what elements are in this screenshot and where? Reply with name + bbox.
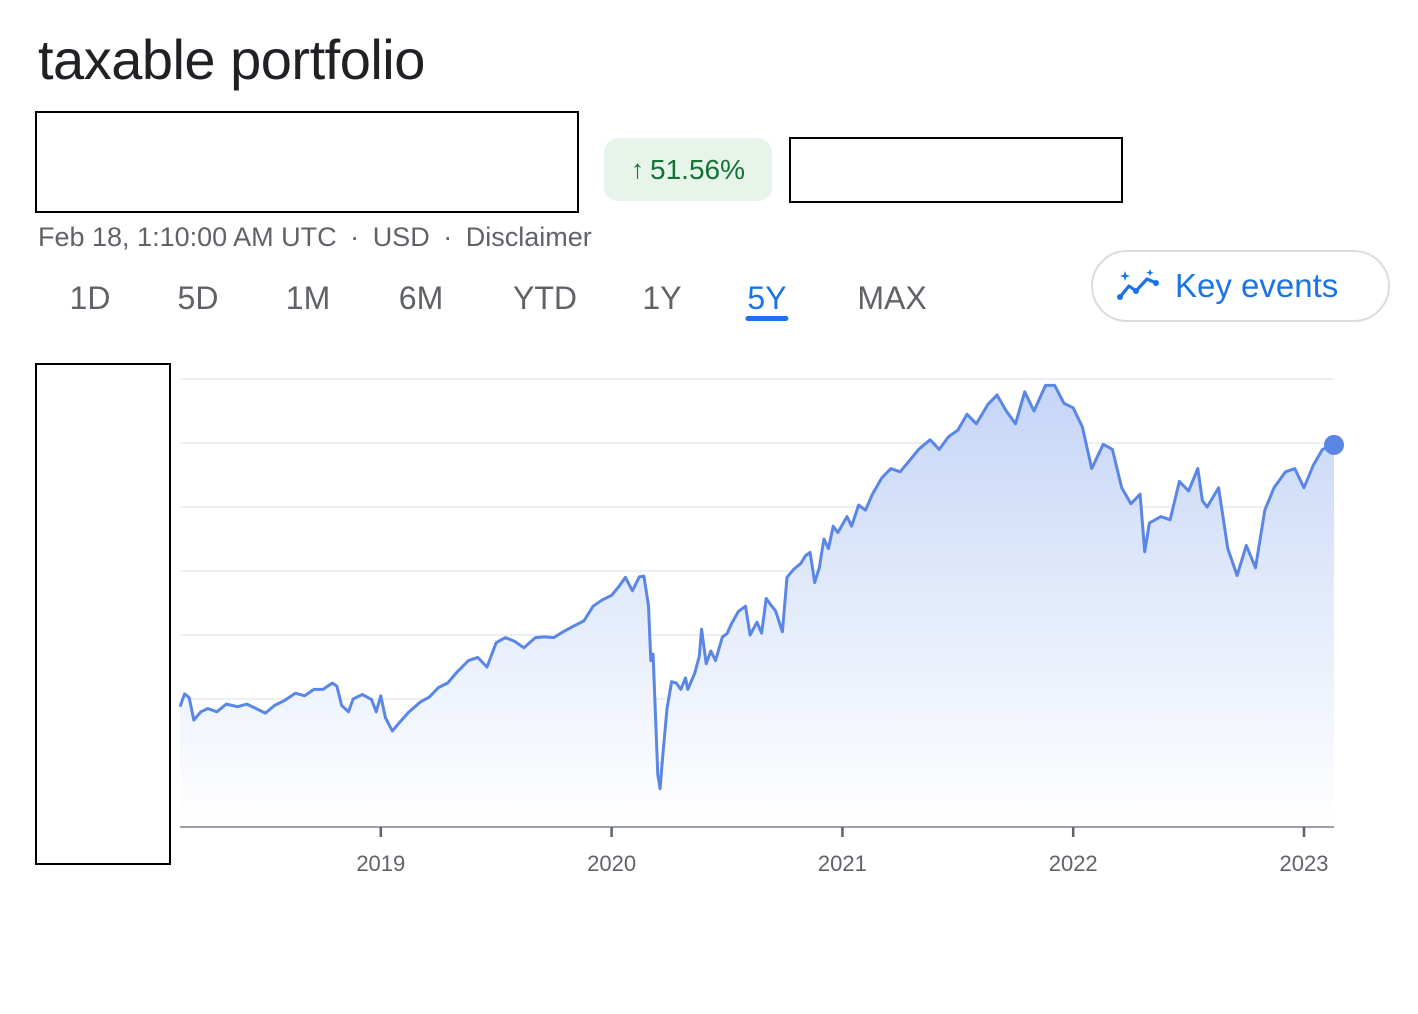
quote-currency: USD [372,222,430,252]
change-badge: ↑ 51.56% [604,138,772,201]
quote-meta: Feb 18, 1:10:00 AM UTC · USD · Disclaime… [38,222,592,253]
portfolio-title: taxable portfolio [38,28,425,91]
series-line [178,383,1335,791]
redacted-y-axis [35,363,171,865]
meta-separator: · [350,222,360,252]
meta-separator: · [443,222,453,252]
sparkle-trend-icon [1117,269,1159,300]
x-tick-label: 2023 [1280,851,1329,876]
key-events-button[interactable]: Key events [1091,250,1390,322]
x-tick-label: 2021 [818,851,867,876]
tab-max[interactable]: MAX [857,280,927,316]
x-tick-label: 2019 [356,851,405,876]
quote-timestamp: Feb 18, 1:10:00 AM UTC [38,222,337,252]
tab-1y[interactable]: 1Y [642,280,682,316]
x-tick-label: 2022 [1049,851,1098,876]
redacted-change-box [789,137,1123,203]
x-tick-label: 2020 [587,851,636,876]
disclaimer-link[interactable]: Disclaimer [465,222,592,252]
arrow-up-icon: ↑ [631,154,645,184]
tab-1d[interactable]: 1D [69,280,111,316]
price-chart: 2019 2020 2021 2022 2023 [178,378,1344,876]
tab-6m[interactable]: 6M [398,280,444,316]
change-percent: 51.56% [650,153,745,185]
key-events-label: Key events [1175,267,1339,304]
tab-1m[interactable]: 1M [285,280,331,316]
tab-ytd[interactable]: YTD [513,280,577,316]
series-area [180,385,1334,827]
last-value-dot[interactable] [1324,434,1344,455]
tab-5d[interactable]: 5D [177,280,219,316]
tab-5y[interactable]: 5Y [745,276,789,321]
redacted-price-box [35,111,579,213]
